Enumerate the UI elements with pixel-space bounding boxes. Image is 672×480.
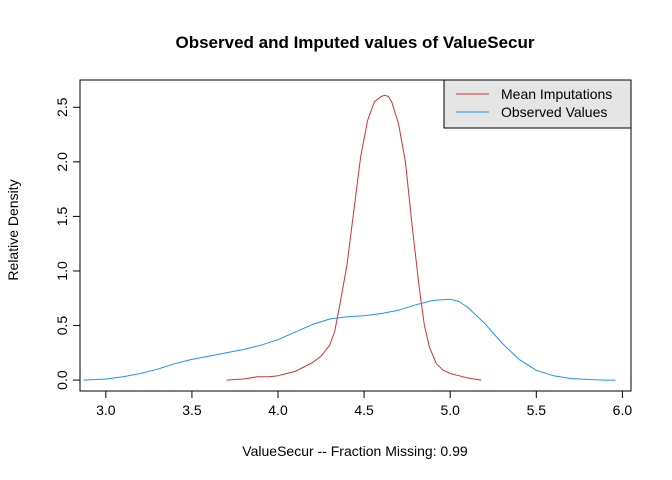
- y-tick-label: 0.5: [54, 316, 70, 336]
- x-tick-label: 4.0: [268, 402, 288, 418]
- series-layer: [83, 94, 616, 381]
- x-tick-label: 6.0: [613, 402, 633, 418]
- legend-label: Mean Imputations: [501, 86, 612, 102]
- legend: Mean Imputations Observed Values: [443, 79, 632, 129]
- y-tick-label: 2.5: [54, 97, 70, 117]
- x-axis-label: ValueSecur -- Fraction Missing: 0.99: [242, 443, 468, 459]
- chart-title: Observed and Imputed values of ValueSecu…: [175, 33, 534, 52]
- x-tick-label: 4.5: [354, 402, 374, 418]
- x-tick-label: 5.0: [440, 402, 460, 418]
- series-line-mean-imputations: [226, 94, 482, 381]
- y-axis-label: Relative Density: [5, 179, 21, 280]
- legend-box: [443, 79, 632, 129]
- series-line-observed-values: [83, 298, 616, 381]
- y-tick-label: 1.5: [54, 206, 70, 226]
- y-axis: 0.0 0.5 1.0 1.5 2.0 2.5: [54, 97, 81, 390]
- y-tick-label: 2.0: [54, 152, 70, 172]
- x-axis: 3.0 3.5 4.0 4.5 5.0 5.5 6.0: [96, 390, 633, 418]
- y-tick-label: 0.0: [54, 370, 70, 390]
- y-tick-label: 1.0: [54, 261, 70, 281]
- legend-label: Observed Values: [501, 104, 607, 120]
- x-tick-label: 3.5: [182, 402, 202, 418]
- x-tick-label: 3.0: [96, 402, 116, 418]
- x-tick-label: 5.5: [527, 402, 547, 418]
